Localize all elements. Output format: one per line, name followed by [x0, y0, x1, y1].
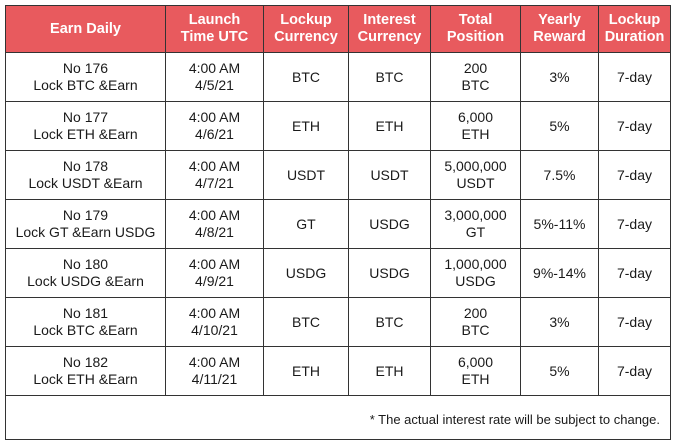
table-header-row: Earn Daily Launch Time UTC Lockup Curren… [5, 5, 671, 53]
header-lockup-currency: Lockup Currency [263, 5, 349, 53]
lockup-duration-cell: 7-day [598, 346, 671, 396]
interest-currency-cell: USDG [348, 248, 431, 298]
lockup-currency-cell: ETH [263, 346, 349, 396]
header-interest-currency: Interest Currency [348, 5, 431, 53]
table-row: No 178 Lock USDT &Earn 4:00 AM 4/7/21 US… [5, 150, 671, 200]
lockup-duration-cell: 7-day [598, 150, 671, 200]
interest-currency-cell: ETH [348, 101, 431, 151]
yearly-reward-cell: 3% [520, 297, 599, 347]
header-launch-time: Launch Time UTC [165, 5, 264, 53]
yearly-reward-cell: 9%-14% [520, 248, 599, 298]
launch-time-cell: 4:00 AM 4/7/21 [165, 150, 264, 200]
lockup-duration-cell: 7-day [598, 248, 671, 298]
launch-time-cell: 4:00 AM 4/5/21 [165, 52, 264, 102]
lockup-currency-cell: GT [263, 199, 349, 249]
total-position-cell: 6,000 ETH [430, 346, 521, 396]
lockup-duration-cell: 7-day [598, 199, 671, 249]
lockup-currency-cell: BTC [263, 52, 349, 102]
yearly-reward-cell: 5%-11% [520, 199, 599, 249]
yearly-reward-cell: 3% [520, 52, 599, 102]
launch-time-cell: 4:00 AM 4/11/21 [165, 346, 264, 396]
yearly-reward-cell: 7.5% [520, 150, 599, 200]
product-name-cell: No 179 Lock GT &Earn USDG [5, 199, 166, 249]
earn-daily-table: Earn Daily Launch Time UTC Lockup Curren… [5, 5, 671, 440]
lockup-duration-cell: 7-day [598, 101, 671, 151]
product-name-cell: No 182 Lock ETH &Earn [5, 346, 166, 396]
total-position-cell: 200 BTC [430, 52, 521, 102]
launch-time-cell: 4:00 AM 4/10/21 [165, 297, 264, 347]
product-name-cell: No 177 Lock ETH &Earn [5, 101, 166, 151]
header-total-position: Total Position [430, 5, 521, 53]
product-name-cell: No 181 Lock BTC &Earn [5, 297, 166, 347]
total-position-cell: 6,000 ETH [430, 101, 521, 151]
product-name-cell: No 176 Lock BTC &Earn [5, 52, 166, 102]
total-position-cell: 5,000,000 USDT [430, 150, 521, 200]
launch-time-cell: 4:00 AM 4/6/21 [165, 101, 264, 151]
lockup-currency-cell: USDT [263, 150, 349, 200]
header-lockup-duration: Lockup Duration [598, 5, 671, 53]
footnote-text: * The actual interest rate will be subje… [5, 395, 671, 440]
interest-currency-cell: BTC [348, 52, 431, 102]
total-position-cell: 1,000,000 USDG [430, 248, 521, 298]
product-name-cell: No 178 Lock USDT &Earn [5, 150, 166, 200]
total-position-cell: 200 BTC [430, 297, 521, 347]
earn-daily-table-container: Earn Daily Launch Time UTC Lockup Curren… [5, 5, 671, 440]
table-row: No 181 Lock BTC &Earn 4:00 AM 4/10/21 BT… [5, 297, 671, 347]
table-row: No 177 Lock ETH &Earn 4:00 AM 4/6/21 ETH… [5, 101, 671, 151]
interest-currency-cell: USDT [348, 150, 431, 200]
yearly-reward-cell: 5% [520, 346, 599, 396]
interest-currency-cell: BTC [348, 297, 431, 347]
yearly-reward-cell: 5% [520, 101, 599, 151]
table-row: No 182 Lock ETH &Earn 4:00 AM 4/11/21 ET… [5, 346, 671, 396]
header-earn-daily: Earn Daily [5, 5, 166, 53]
lockup-currency-cell: USDG [263, 248, 349, 298]
interest-currency-cell: USDG [348, 199, 431, 249]
table-row: No 179 Lock GT &Earn USDG 4:00 AM 4/8/21… [5, 199, 671, 249]
interest-currency-cell: ETH [348, 346, 431, 396]
launch-time-cell: 4:00 AM 4/8/21 [165, 199, 264, 249]
lockup-currency-cell: BTC [263, 297, 349, 347]
launch-time-cell: 4:00 AM 4/9/21 [165, 248, 264, 298]
total-position-cell: 3,000,000 GT [430, 199, 521, 249]
lockup-duration-cell: 7-day [598, 297, 671, 347]
product-name-cell: No 180 Lock USDG &Earn [5, 248, 166, 298]
lockup-duration-cell: 7-day [598, 52, 671, 102]
header-yearly-reward: Yearly Reward [520, 5, 599, 53]
table-row: No 176 Lock BTC &Earn 4:00 AM 4/5/21 BTC… [5, 52, 671, 102]
lockup-currency-cell: ETH [263, 101, 349, 151]
footnote-row: * The actual interest rate will be subje… [5, 395, 671, 440]
table-row: No 180 Lock USDG &Earn 4:00 AM 4/9/21 US… [5, 248, 671, 298]
